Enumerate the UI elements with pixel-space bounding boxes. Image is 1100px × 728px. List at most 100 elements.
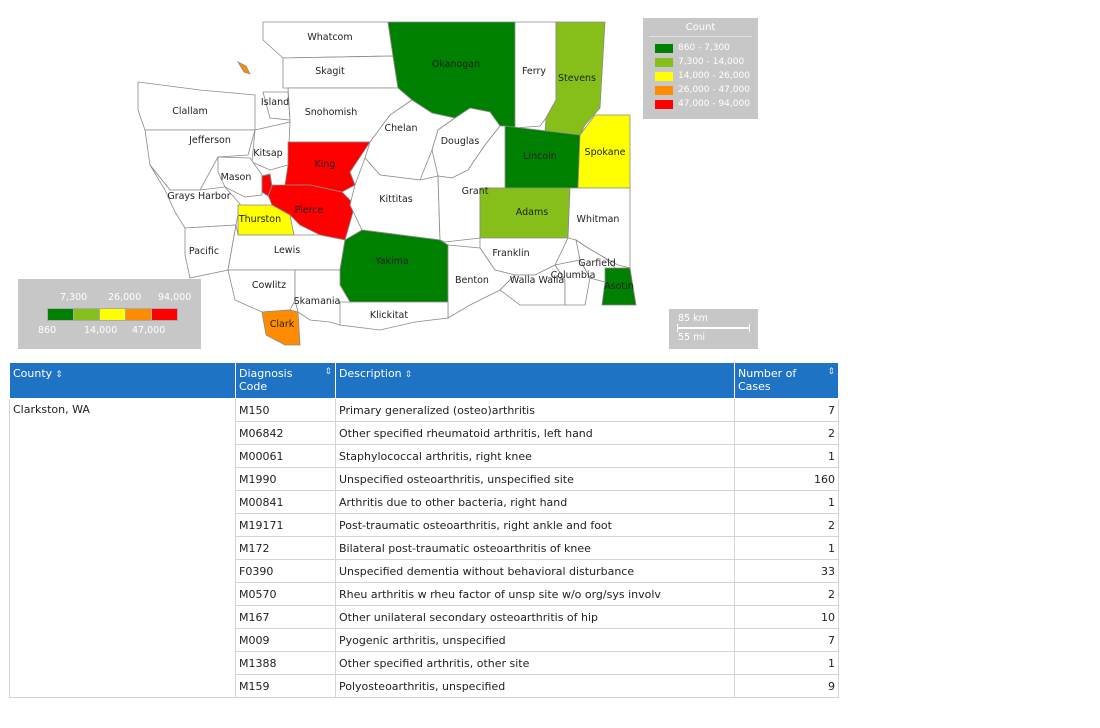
county-klickitat[interactable] — [339, 301, 449, 331]
ramp-segment — [47, 308, 74, 321]
description-cell: Bilateral post-traumatic osteoarthritis … — [335, 536, 735, 560]
code-cell: F0390 — [235, 559, 336, 583]
legend-label: 47,000 - 94,000 — [678, 99, 750, 109]
county-thurston[interactable] — [237, 204, 295, 236]
table-row[interactable]: M0570 Rheu arthritis w rheu factor of uns… — [10, 582, 839, 606]
county-label: Okanogan — [432, 59, 480, 70]
diagnosis-table: County ⇕ Diagnosis Code ⇕ Description ⇕ Num… — [9, 362, 839, 698]
cases-cell: 9 — [734, 674, 839, 698]
cases-cell: 1 — [734, 444, 839, 468]
legend-swatch — [655, 43, 673, 53]
county-grant[interactable] — [437, 125, 506, 243]
county-pacific[interactable] — [184, 224, 237, 279]
code-cell: M19171 — [235, 513, 336, 537]
scale-bottom-label: 47,000 — [132, 325, 166, 336]
description-cell: Other specified rheumatoid arthritis, le… — [335, 421, 735, 445]
county-label: Clark — [270, 319, 295, 330]
code-cell: M0570 — [235, 582, 336, 606]
description-cell: Arthritis due to other bacteria, right h… — [335, 490, 735, 514]
county-label: Whitman — [577, 214, 620, 225]
legend-item: 7,300 - 14,000 — [655, 55, 758, 69]
cases-cell: 7 — [734, 398, 839, 422]
county-label: Jefferson — [188, 135, 231, 146]
county-label: Cowlitz — [252, 280, 286, 291]
description-cell: Pyogenic arthritis, unspecified — [335, 628, 735, 652]
sort-icon[interactable]: ⇕ — [404, 370, 413, 380]
table-row[interactable]: Clarkston, WA M150 Primary generalized (os… — [9, 398, 839, 698]
county-label: Snohomish — [305, 107, 358, 118]
county-label: Walla Walla — [510, 275, 564, 286]
table-row[interactable]: M19171 Post-traumatic osteoarthritis, rig… — [10, 513, 839, 537]
table-row[interactable]: M159 Polyosteoarthritis, unspecified 9 — [10, 674, 839, 698]
county-clark[interactable] — [261, 309, 301, 346]
cases-header-label: Number of Cases — [738, 367, 797, 393]
ramp-segment — [99, 308, 126, 321]
sort-icon[interactable]: ⇕ — [55, 370, 63, 380]
table-row[interactable]: M009 Pyogenic arthritis, unspecified 7 — [10, 628, 839, 652]
cases-cell: 1 — [734, 651, 839, 675]
washington-county-map: Whatcom Skagit Okanogan Ferry Stevens Clallam… — [137, 21, 637, 346]
county-label: Yakima — [374, 256, 409, 267]
county-label: Whatcom — [307, 32, 352, 43]
county-label: Pacific — [189, 246, 219, 257]
legend-item: 14,000 - 26,000 — [655, 69, 758, 83]
county-kitsap[interactable] — [251, 121, 291, 171]
legend-swatch — [655, 99, 673, 109]
cases-column-header[interactable]: Number of Cases ⇕ — [734, 362, 839, 399]
county-label: Clallam — [172, 106, 207, 117]
sort-icon[interactable]: ⇕ — [324, 367, 332, 377]
cases-cell: 7 — [734, 628, 839, 652]
legend-swatch — [655, 71, 673, 81]
legend-label: 7,300 - 14,000 — [678, 57, 745, 67]
legend-swatch — [655, 85, 673, 95]
description-cell: Primary generalized (osteo)arthritis — [335, 398, 735, 422]
table-row[interactable]: M1388 Other specified arthritis, other si… — [10, 651, 839, 675]
county-label: Skamania — [294, 296, 341, 307]
cases-cell: 10 — [734, 605, 839, 629]
code-cell: M1990 — [235, 467, 336, 491]
county-label: Kittitas — [379, 194, 413, 205]
sort-icon[interactable]: ⇕ — [827, 367, 835, 377]
ramp-segment — [151, 308, 178, 321]
county-label: Franklin — [492, 248, 529, 259]
scale-line — [677, 324, 750, 332]
county-cell: Clarkston, WA — [9, 398, 236, 698]
county-label: Klickitat — [370, 310, 408, 321]
county-asotin[interactable] — [601, 267, 637, 306]
distance-scale: 85 km 55 mi — [669, 309, 758, 349]
county-pierce-island — [261, 173, 273, 197]
county-skamania[interactable] — [294, 269, 351, 326]
legend-title: Count — [649, 22, 752, 37]
description-header-label: Description — [339, 367, 402, 380]
county-label: King — [315, 159, 336, 170]
description-cell: Post-traumatic osteoarthritis, right ank… — [335, 513, 735, 537]
cases-cell: 1 — [734, 536, 839, 560]
table-row[interactable]: M172 Bilateral post-traumatic osteoarthri… — [10, 536, 839, 560]
county-column-header[interactable]: County ⇕ — [9, 362, 236, 399]
table-row[interactable]: M167 Other unilateral secondary osteoarth… — [10, 605, 839, 629]
county-label: Skagit — [315, 66, 345, 77]
table-row[interactable]: M00061 Staphylococcal arthritis, right kn… — [10, 444, 839, 468]
county-mason[interactable] — [217, 156, 263, 198]
county-label: Island — [261, 97, 289, 108]
diagnosis-code-column-header[interactable]: Diagnosis Code ⇕ — [235, 362, 336, 399]
legend-swatch — [655, 57, 673, 67]
county-label: Grays Harbor — [167, 191, 230, 202]
color-scale-legend: 7,300 26,000 94,000 860 14,000 47,000 — [18, 279, 201, 349]
county-label: Grant — [462, 186, 489, 197]
cases-cell: 2 — [734, 421, 839, 445]
legend-item: 860 - 7,300 — [655, 41, 758, 55]
ramp-segment — [125, 308, 152, 321]
scale-top-label: 7,300 — [60, 292, 88, 303]
county-label: Ferry — [522, 66, 546, 77]
description-column-header[interactable]: Description ⇕ — [335, 362, 735, 399]
cases-cell: 2 — [734, 582, 839, 606]
mi-label: 55 mi — [678, 332, 706, 343]
code-cell: M009 — [235, 628, 336, 652]
cases-cell: 160 — [734, 467, 839, 491]
county-cowlitz[interactable] — [227, 269, 296, 313]
county-label: Mason — [221, 172, 252, 183]
county-label: Garfield — [578, 258, 616, 269]
county-san-juan[interactable] — [236, 61, 251, 75]
county-columbia[interactable] — [554, 259, 591, 306]
